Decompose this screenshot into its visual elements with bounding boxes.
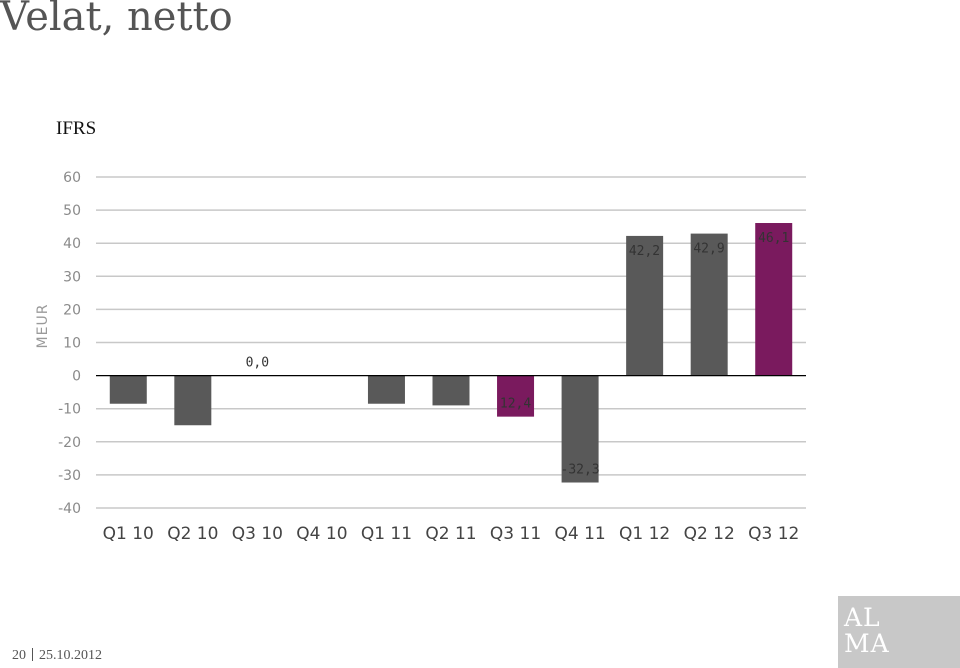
x-tick-label: Q4 11 <box>554 524 605 544</box>
y-tick-label: 30 <box>63 269 81 285</box>
y-tick-label: -20 <box>58 435 81 451</box>
x-tick-label: Q2 11 <box>425 524 476 544</box>
data-labels: 0,0 12,4 -32,3 42,2 42,9 46,1 <box>246 231 790 478</box>
y-tick-label: 50 <box>63 203 81 219</box>
x-tick-label: Q1 11 <box>361 524 412 544</box>
y-tick-label: 0 <box>72 369 81 385</box>
footer-date: 25.10.2012 <box>39 648 102 663</box>
bar <box>174 375 212 426</box>
x-tick-label: Q3 11 <box>490 524 541 544</box>
x-tick-label: Q1 10 <box>103 524 154 544</box>
footer: 20 25.10.2012 <box>12 648 102 664</box>
grid-lines <box>96 176 806 509</box>
data-label: 12,4 <box>500 397 531 412</box>
x-tick-label: Q2 10 <box>167 524 218 544</box>
data-label: 0,0 <box>246 356 269 371</box>
y-tick-label: 10 <box>63 336 81 352</box>
footer-separator <box>32 648 33 661</box>
bar <box>367 375 405 404</box>
bar <box>432 375 470 406</box>
page-number: 20 <box>12 648 26 663</box>
x-tick-labels: Q1 10 Q2 10 Q3 10 Q4 10 Q1 11 Q2 11 Q3 11 Q4 11… <box>103 524 800 544</box>
bar <box>109 375 147 404</box>
chart-subtitle: IFRS <box>56 118 97 139</box>
y-tick-label: -40 <box>58 501 81 517</box>
page-title: Velat, netto <box>0 0 233 40</box>
y-tick-label: -10 <box>58 402 81 418</box>
y-tick-label: -30 <box>58 468 81 484</box>
y-tick-label: 60 <box>63 170 81 186</box>
y-tick-labels: 60 50 40 30 20 10 0 -10 -20 -30 -40 <box>58 170 81 517</box>
bar-chart: 60 50 40 30 20 10 0 -10 -20 -30 -40 0,0 12,4 -32,3 42… <box>58 170 806 544</box>
bar <box>690 233 728 376</box>
x-tick-label: Q2 12 <box>684 524 735 544</box>
x-tick-label: Q3 10 <box>232 524 283 544</box>
logo-text-line1: AL <box>844 603 881 632</box>
data-label: -32,3 <box>561 463 600 478</box>
data-label: 42,9 <box>693 242 724 257</box>
data-label: 42,2 <box>629 244 660 259</box>
data-label: 46,1 <box>758 231 789 246</box>
bars <box>109 223 793 483</box>
alma-logo: AL MA <box>838 596 960 668</box>
y-tick-label: 40 <box>63 236 81 252</box>
bar <box>755 223 793 376</box>
y-tick-label: 20 <box>63 302 81 318</box>
logo-text-line2: MA <box>844 629 890 658</box>
bar <box>626 235 664 376</box>
bar <box>561 375 599 483</box>
x-tick-label: Q1 12 <box>619 524 670 544</box>
bar <box>497 375 535 417</box>
x-tick-label: Q4 10 <box>296 524 347 544</box>
x-tick-label: Q3 12 <box>748 524 799 544</box>
